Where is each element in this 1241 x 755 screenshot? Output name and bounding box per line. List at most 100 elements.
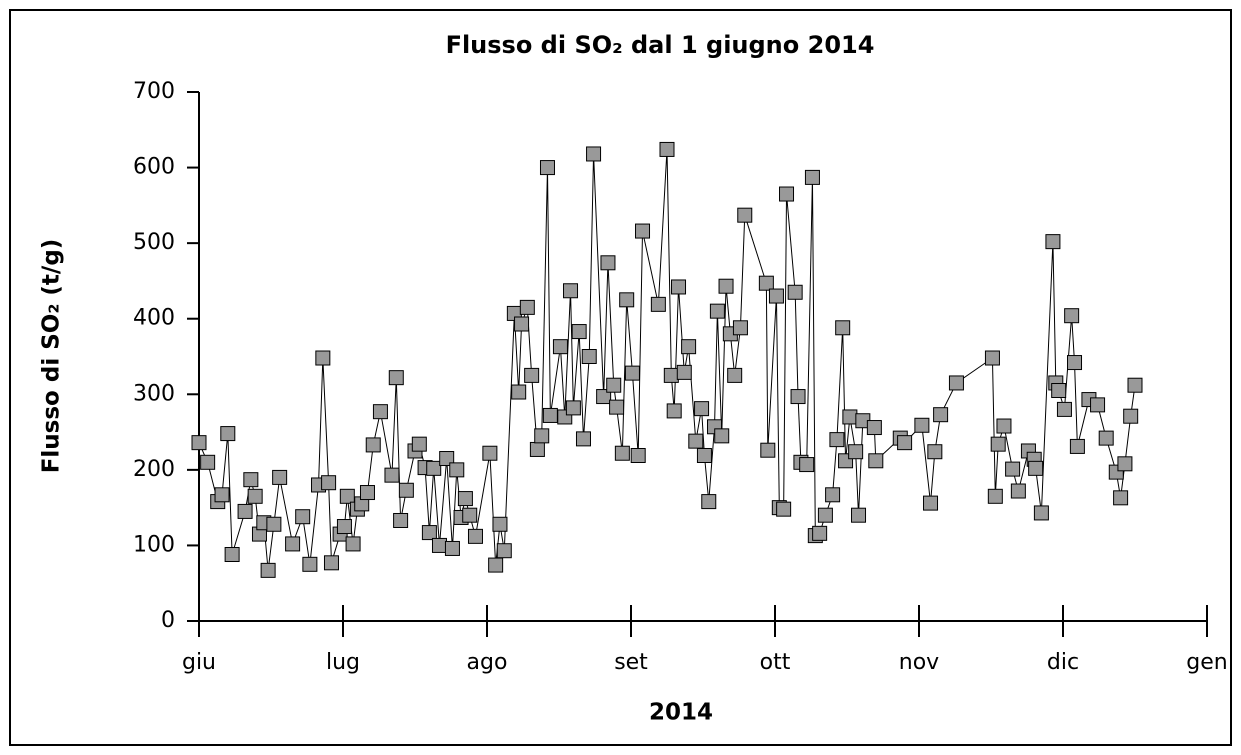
- data-point: [1028, 460, 1044, 476]
- data-point: [714, 428, 730, 444]
- data-point: [542, 407, 558, 423]
- data-point: [581, 349, 597, 364]
- data-point: [519, 299, 535, 315]
- chart-frame: [9, 9, 1232, 746]
- data-point: [388, 370, 404, 386]
- data-point: [1010, 483, 1026, 499]
- data-point: [835, 320, 851, 336]
- data-point: [411, 436, 427, 452]
- x-tick-label: dic: [1047, 650, 1079, 675]
- data-point: [609, 399, 625, 415]
- y-tick-label: 600: [133, 155, 175, 180]
- x-tick-label: nov: [899, 650, 939, 675]
- y-tick-label: 500: [133, 230, 175, 255]
- data-point: [214, 487, 230, 503]
- data-point: [1069, 438, 1085, 454]
- data-point: [790, 389, 806, 405]
- data-point: [758, 275, 774, 291]
- data-point: [760, 442, 776, 458]
- data-point: [514, 316, 530, 332]
- data-point: [1123, 408, 1139, 424]
- data-point: [624, 365, 640, 381]
- data-point: [1127, 377, 1143, 393]
- data-point: [842, 409, 858, 425]
- data-point: [1051, 383, 1067, 399]
- data-point: [266, 516, 282, 532]
- y-axis-label: Flusso di SO₂ (t/g): [39, 239, 65, 474]
- data-point: [666, 403, 682, 419]
- data-point: [431, 537, 447, 553]
- y-tick-label: 300: [133, 381, 175, 406]
- data-point: [439, 451, 455, 467]
- data-point: [635, 223, 651, 239]
- data-point: [426, 460, 442, 476]
- data-point: [457, 491, 473, 507]
- data-point: [990, 436, 1006, 452]
- x-tick-label: gen: [1186, 650, 1227, 675]
- data-point: [586, 146, 602, 162]
- data-point: [295, 509, 311, 525]
- data-point: [829, 432, 845, 448]
- data-point: [524, 367, 540, 383]
- data-point: [421, 525, 437, 541]
- data-point: [768, 288, 784, 304]
- data-point: [663, 367, 679, 383]
- data-point: [359, 485, 375, 501]
- data-point: [345, 536, 361, 552]
- data-point: [302, 556, 318, 572]
- data-point: [866, 420, 882, 436]
- data-point: [606, 377, 622, 393]
- data-point: [701, 494, 717, 510]
- data-point: [650, 296, 666, 312]
- data-point: [614, 445, 630, 461]
- x-tick-label: set: [614, 650, 648, 675]
- data-point: [384, 467, 400, 483]
- data-point: [336, 519, 352, 535]
- data-point: [539, 160, 555, 176]
- data-point: [984, 350, 1000, 366]
- data-point: [339, 488, 355, 504]
- data-point: [1090, 397, 1106, 413]
- data-point: [923, 495, 939, 511]
- data-point: [825, 487, 841, 503]
- data-point: [482, 445, 498, 461]
- data-point: [933, 407, 949, 423]
- x-axis-label: 2014: [649, 700, 713, 726]
- data-point: [488, 557, 504, 573]
- data-point: [914, 417, 930, 433]
- data-point: [260, 562, 276, 578]
- y-tick-label: 700: [133, 79, 175, 104]
- data-point: [987, 488, 1003, 504]
- data-point: [571, 324, 587, 340]
- data-point: [799, 457, 815, 473]
- data-point: [694, 401, 710, 417]
- data-point: [534, 428, 550, 444]
- data-point: [737, 207, 753, 223]
- data-point: [671, 279, 687, 295]
- data-point: [220, 426, 236, 442]
- data-point: [365, 437, 381, 453]
- x-tick-label: ago: [467, 650, 508, 675]
- data-point: [848, 444, 864, 460]
- data-point: [321, 475, 337, 491]
- data-point: [1033, 505, 1049, 521]
- data-point: [237, 503, 253, 519]
- data-point: [948, 375, 964, 391]
- data-point: [812, 525, 828, 541]
- data-point: [315, 350, 331, 366]
- data-point: [732, 320, 748, 336]
- data-point: [398, 482, 414, 498]
- data-point: [868, 453, 884, 469]
- y-tick-label: 400: [133, 306, 175, 331]
- data-point: [718, 278, 734, 294]
- data-point: [444, 540, 460, 556]
- data-point: [1113, 490, 1129, 506]
- x-tick-label: giu: [182, 650, 216, 675]
- data-point: [619, 292, 635, 308]
- data-point: [224, 546, 240, 562]
- data-point: [565, 400, 581, 416]
- data-point: [1067, 355, 1083, 371]
- data-point: [696, 447, 712, 463]
- data-point: [492, 516, 508, 532]
- data-point: [776, 501, 792, 517]
